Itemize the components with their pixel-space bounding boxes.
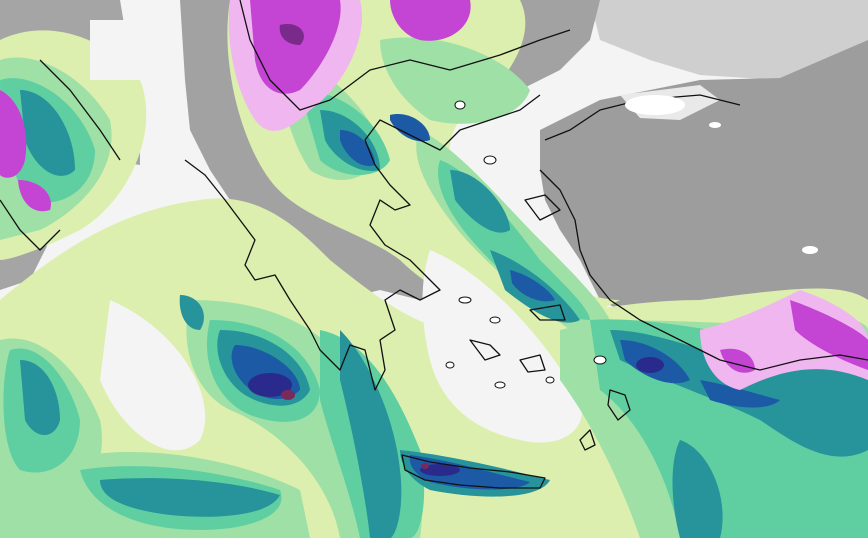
precip-area xyxy=(20,360,60,435)
island xyxy=(607,389,631,421)
island xyxy=(458,296,472,304)
dry-area xyxy=(90,20,180,80)
island xyxy=(593,355,607,365)
precip-core xyxy=(636,357,664,373)
precip-area xyxy=(0,90,27,178)
precip-area xyxy=(340,330,402,538)
precip-area xyxy=(340,130,375,166)
black-sea xyxy=(590,0,868,80)
precip-core xyxy=(420,464,460,476)
snow-patches xyxy=(625,95,818,254)
border xyxy=(239,0,571,111)
precip-area xyxy=(672,440,723,538)
island xyxy=(579,429,596,451)
precip-area xyxy=(390,114,430,142)
coastline xyxy=(184,94,541,391)
island xyxy=(524,194,561,221)
coastline xyxy=(539,169,868,371)
precip-peak xyxy=(281,390,295,400)
island xyxy=(494,381,506,389)
island xyxy=(519,354,546,373)
precip-peak xyxy=(421,463,429,469)
island xyxy=(545,376,555,384)
island xyxy=(454,100,466,110)
island xyxy=(489,316,501,324)
precip-area xyxy=(20,90,75,176)
precip-area xyxy=(390,0,471,41)
precip-area xyxy=(700,380,780,408)
dry-area xyxy=(100,300,206,451)
coastline xyxy=(39,59,121,161)
precip-area xyxy=(790,300,868,370)
precip-extreme xyxy=(248,357,664,476)
precip-area xyxy=(510,270,555,302)
light-patch xyxy=(802,246,818,254)
coastline xyxy=(401,454,546,489)
small-islands xyxy=(445,100,607,389)
island xyxy=(469,339,501,361)
precip-core xyxy=(248,373,292,397)
island xyxy=(445,361,455,369)
precip-area xyxy=(380,37,530,124)
island xyxy=(483,155,497,165)
precip-peak xyxy=(279,24,304,45)
precip-area xyxy=(179,295,204,330)
coastlines xyxy=(0,0,868,489)
precip-area xyxy=(250,0,341,94)
precip-area xyxy=(100,478,280,517)
precip-area xyxy=(18,180,51,212)
anatolia xyxy=(540,40,868,330)
light-patch xyxy=(625,95,685,115)
precip-area xyxy=(450,170,510,233)
island xyxy=(529,304,566,321)
coastline xyxy=(0,199,61,251)
light-patch xyxy=(709,122,721,128)
coastline xyxy=(544,94,741,141)
